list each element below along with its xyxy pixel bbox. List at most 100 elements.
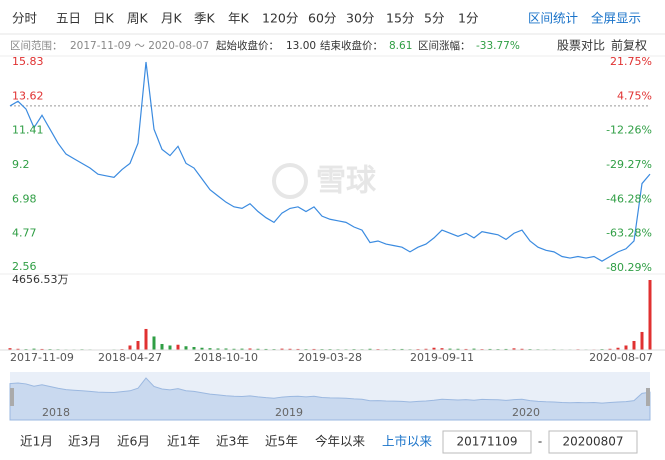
volume-bar — [256, 348, 260, 350]
volume-bar — [160, 343, 164, 350]
volume-max-label: 4656.53万 — [12, 273, 69, 286]
volume-bar — [136, 340, 140, 350]
date-input[interactable] — [548, 430, 638, 454]
info-text: 结束收盘价： — [320, 39, 383, 52]
volume-bar — [264, 348, 268, 350]
period-tab[interactable]: 15分 — [386, 11, 414, 26]
volume-bar — [152, 336, 156, 350]
x-tick-label: 2017-11-09 — [10, 351, 74, 364]
range-button[interactable]: 近1年 — [167, 434, 200, 449]
info-text: 13.00 — [286, 40, 316, 52]
x-tick-label: 2020-08-07 — [589, 351, 653, 364]
period-tab[interactable]: 月K — [161, 11, 183, 26]
volume-bar — [312, 348, 316, 350]
info-text: -33.77% — [476, 40, 520, 52]
volume-bar — [440, 348, 444, 350]
y2-tick-label: 4.75% — [617, 89, 652, 102]
volume-bar — [488, 348, 492, 350]
range-button[interactable]: 近3月 — [68, 434, 101, 449]
date-sep: - — [538, 435, 542, 449]
y-tick-label: 6.98 — [12, 192, 37, 205]
x-tick-label: 2019-09-11 — [410, 351, 474, 364]
volume-bar — [400, 348, 404, 350]
volume-bar — [40, 348, 44, 350]
volume-bar — [432, 347, 436, 350]
price-line — [9, 61, 651, 262]
info-text: 2017-11-09 ～ 2020-08-07 — [70, 40, 209, 52]
y-tick-label: 4.77 — [12, 227, 37, 240]
volume-bar — [216, 348, 220, 350]
range-button[interactable]: 近6月 — [117, 434, 150, 449]
y2-tick-label: -46.28% — [606, 192, 652, 205]
volume-bar — [424, 348, 428, 350]
x-tick-label: 2018-04-27 — [98, 351, 162, 364]
y2-tick-label: 21.75% — [610, 55, 652, 68]
period-tab[interactable]: 30分 — [346, 11, 374, 26]
volume-bar — [280, 348, 284, 350]
volume-bar — [504, 348, 508, 350]
y-tick-label: 11.41 — [12, 124, 44, 137]
volume-bar — [640, 331, 644, 350]
volume-bar — [472, 348, 476, 350]
adjust-link[interactable]: 前复权 — [611, 38, 647, 53]
volume-bar — [168, 345, 172, 350]
volume-bar — [240, 348, 244, 350]
volume-bar — [288, 348, 292, 350]
volume-bar — [368, 348, 372, 350]
action-link[interactable]: 全屏显示 — [591, 11, 641, 26]
range-button[interactable]: 近3年 — [216, 434, 249, 449]
date-to: 20200807 — [562, 435, 623, 449]
volume-bar — [200, 347, 204, 350]
volume-bar — [128, 345, 132, 350]
period-tab[interactable]: 季K — [194, 11, 216, 26]
navigator-handle[interactable] — [10, 388, 14, 406]
compare-link[interactable]: 股票对比 — [557, 39, 605, 53]
volume-bar — [144, 328, 148, 350]
info-text: 起始收盘价： — [216, 39, 279, 52]
volume-bar — [632, 340, 636, 350]
navigator-label: 2019 — [275, 406, 303, 419]
period-tab[interactable]: 60分 — [308, 11, 336, 26]
period-tab[interactable]: 五日 — [56, 11, 81, 26]
period-tab[interactable]: 日K — [93, 11, 115, 26]
volume-bar — [184, 346, 188, 350]
range-button[interactable]: 近1月 — [20, 434, 53, 449]
info-text: 区间涨幅： — [418, 39, 471, 52]
volume-bar — [520, 348, 524, 350]
range-button[interactable]: 近5年 — [265, 434, 298, 449]
y2-tick-label: -80.29% — [606, 261, 652, 274]
volume-bar — [624, 345, 628, 350]
x-tick-label: 2018-10-10 — [194, 351, 258, 364]
navigator-handle[interactable] — [646, 388, 650, 406]
y-tick-label: 9.2 — [12, 158, 30, 171]
period-tab[interactable]: 年K — [228, 11, 250, 26]
volume-bar — [456, 348, 460, 350]
y2-tick-label: -29.27% — [606, 158, 652, 171]
x-tick-label: 2019-03-28 — [298, 351, 362, 364]
volume-bar — [232, 348, 236, 350]
action-link[interactable]: 区间统计 — [528, 11, 578, 26]
volume-bar — [464, 348, 468, 350]
volume-bar — [448, 348, 452, 350]
volume-bar — [608, 348, 612, 350]
period-tab[interactable]: 5分 — [424, 11, 444, 26]
volume-bar — [192, 346, 196, 350]
navigator-label: 2018 — [42, 406, 70, 419]
range-button[interactable]: 今年以来 — [315, 434, 366, 449]
date-input[interactable] — [442, 430, 532, 454]
volume-bar — [616, 347, 620, 350]
period-tab[interactable]: 分时 — [12, 11, 38, 26]
y2-tick-label: -63.28% — [606, 227, 652, 240]
volume-bar — [8, 348, 12, 350]
period-tab[interactable]: 周K — [127, 11, 149, 26]
volume-bar — [176, 344, 180, 350]
y-tick-label: 13.62 — [12, 89, 44, 102]
period-tab[interactable]: 1分 — [458, 11, 478, 26]
y-tick-label: 2.56 — [12, 260, 37, 273]
y2-tick-label: -12.26% — [606, 124, 652, 137]
period-tab[interactable]: 120分 — [262, 11, 298, 26]
watermark-logo — [272, 163, 308, 199]
range-button[interactable]: 上市以来 — [382, 434, 433, 449]
y-tick-label: 15.83 — [12, 55, 44, 68]
info-text: 8.61 — [389, 40, 412, 52]
